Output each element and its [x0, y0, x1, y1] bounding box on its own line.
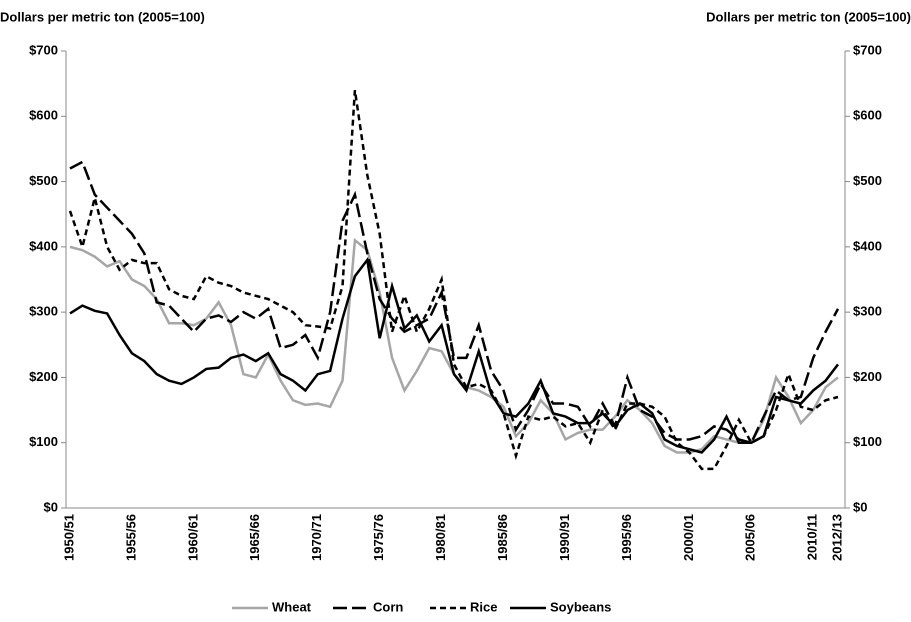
y2-tick-label: $700 [853, 42, 882, 57]
x-tick-label: 2010/11 [805, 514, 820, 560]
y2-tick-label: $400 [853, 238, 882, 253]
series-line [69, 160, 840, 445]
legend-label: Corn [373, 599, 403, 614]
y-tick-label: $300 [29, 304, 58, 319]
y-tick-label: $700 [29, 42, 58, 57]
y-tick-label: $100 [29, 434, 58, 449]
y2-tick-label: $600 [853, 108, 882, 123]
x-tick-label: 1950/51 [61, 514, 76, 561]
x-tick-label: 1970/71 [309, 514, 324, 561]
x-tick-label: 2012/13 [829, 514, 844, 561]
y-tick-label: $400 [29, 238, 58, 253]
series-line [68, 89, 839, 471]
y2-tick-label: $0 [853, 499, 867, 514]
legend-label: Soybeans [550, 599, 611, 614]
x-tick-label: 1990/91 [557, 514, 572, 561]
y2-tick-label: $100 [853, 434, 882, 449]
y-tick-label: $500 [29, 173, 58, 188]
x-tick-label: 1965/66 [247, 514, 262, 561]
x-tick-label: 2000/01 [681, 514, 696, 561]
x-tick-label: 1975/76 [371, 514, 386, 561]
x-tick-label: 2005/06 [743, 514, 758, 561]
y2-axis-label: Dollars per metric ton (2005=100) [706, 9, 911, 24]
x-tick-label: 1995/96 [619, 514, 634, 561]
legend-label: Rice [470, 599, 497, 614]
y2-tick-label: $200 [853, 369, 882, 384]
y-tick-label: $0 [44, 499, 58, 514]
y-tick-label: $200 [29, 369, 58, 384]
legend-label: Wheat [272, 599, 312, 614]
y-tick-label: $600 [29, 108, 58, 123]
x-tick-label: 1960/61 [185, 514, 200, 561]
x-tick-label: 1955/56 [123, 514, 138, 561]
x-tick-label: 1985/86 [495, 514, 510, 561]
x-tick-label: 1980/81 [433, 514, 448, 561]
y2-tick-label: $300 [853, 304, 882, 319]
series-line [69, 237, 839, 454]
y2-tick-label: $500 [853, 173, 882, 188]
y-axis-label: Dollars per metric ton (2005=100) [0, 9, 205, 24]
series-line [69, 256, 839, 454]
